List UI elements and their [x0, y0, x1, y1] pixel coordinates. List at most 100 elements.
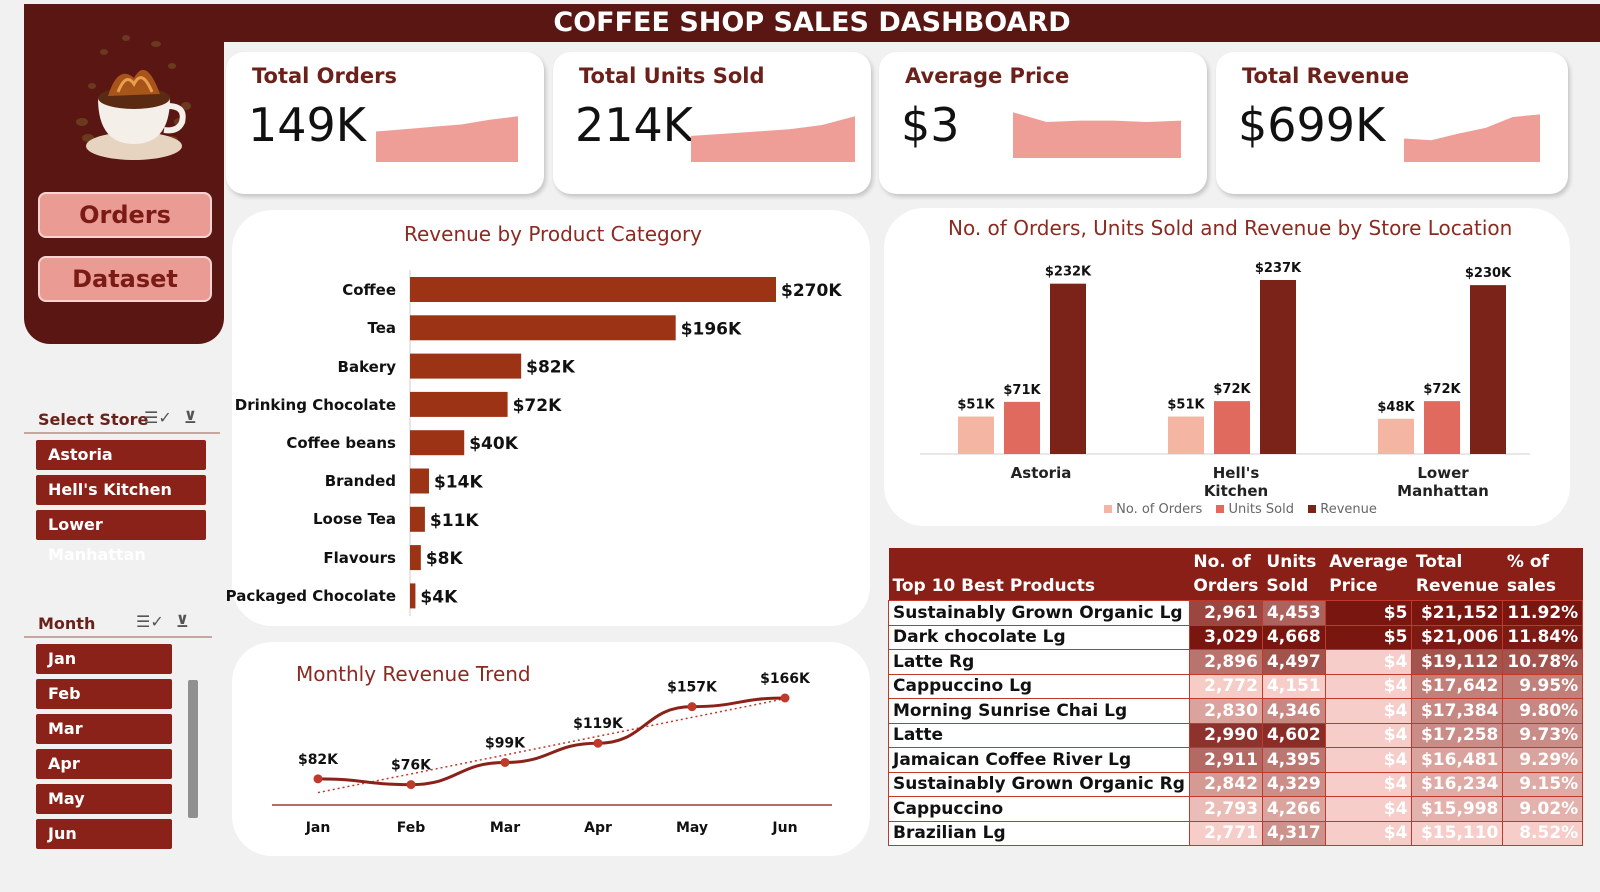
store-bar [1168, 416, 1204, 454]
value-cell: $21,152 [1411, 600, 1504, 626]
bar-value-label: $72K [513, 396, 562, 416]
store-bar-label: $72K [1213, 382, 1251, 397]
store-axis-label: Astoria [1010, 464, 1072, 482]
dataset-button[interactable]: Dataset [38, 256, 212, 302]
value-cell: 2,961 [1188, 600, 1263, 626]
value-cell: 2,990 [1188, 722, 1263, 748]
category-bar [410, 545, 421, 571]
category-label: Branded [324, 472, 396, 490]
value-cell: 2,911 [1188, 747, 1263, 773]
value-cell: 4,266 [1261, 796, 1326, 822]
legend-label: Revenue [1320, 502, 1377, 517]
table-row: Cappuccino 2,793 4,266 $4 $15,998 9.02% [888, 796, 1584, 822]
product-name-cell: Dark chocolate Lg [888, 624, 1190, 650]
column-header-text: Total [1415, 552, 1463, 572]
bar-value-label: $4K [420, 587, 458, 607]
store-bar [1424, 401, 1460, 454]
store-bar-label: $71K [1003, 383, 1041, 398]
product-name-cell: Cappuccino Lg [888, 673, 1190, 699]
category-label: Drinking Chocolate [234, 396, 396, 414]
value-cell: 9.15% [1502, 771, 1584, 797]
value-cell: 2,793 [1188, 796, 1263, 822]
store-slicer-label: Select Store [38, 410, 149, 429]
kpi-title: Total Orders [252, 64, 398, 88]
column-header-text: Orders [1193, 576, 1259, 596]
slicer-item-astoria[interactable]: Astoria [36, 440, 206, 470]
monthly-revenue-line-chart: $82K Jan $76K Feb $99K Mar $119K Apr $157K May $16… [272, 671, 832, 836]
bar-value-label: $82K [526, 358, 575, 378]
store-bar-label: $51K [957, 398, 995, 413]
value-cell: 10.78% [1502, 649, 1584, 675]
coffee-cup-logo [76, 35, 191, 160]
store-location-bar-chart: $51K $71K $232K $51K $72K $237K $48K $72K $230K [920, 261, 1530, 455]
month-slicer-scrollbar[interactable] [188, 680, 198, 818]
bar-value-label: $14K [434, 473, 483, 493]
slicer-item-jan[interactable]: Jan [36, 644, 172, 674]
column-header: Total Revenue [1411, 548, 1503, 601]
multi-select-icon[interactable]: ☰✓ [136, 612, 164, 631]
value-cell: 2,772 [1188, 673, 1263, 699]
sidebar: Orders Dataset [24, 4, 224, 344]
orders-button[interactable]: Orders [38, 192, 212, 238]
kpi-card-total-orders: Total Orders 149K [226, 52, 544, 194]
store-bar [1260, 280, 1296, 454]
value-cell: 4,329 [1261, 771, 1326, 797]
slicer-item-may[interactable]: May [36, 784, 172, 814]
category-bar [410, 468, 429, 494]
value-cell: 4,497 [1261, 649, 1326, 675]
column-header: % of sales [1502, 548, 1583, 601]
value-cell: $21,006 [1411, 624, 1504, 650]
kpi-value: $3 [901, 98, 960, 152]
value-cell: 9.95% [1502, 673, 1584, 699]
month-slicer-label: Month [38, 614, 96, 633]
table-row: Sustainably Grown Organic Rg 2,842 4,329 $4… [888, 771, 1584, 797]
column-header: Top 10 Best Products [888, 548, 1190, 601]
table-row: Latte Rg 2,896 4,497 $4 $19,112 10.78% [888, 649, 1584, 675]
value-cell: $15,110 [1411, 820, 1504, 846]
store-bar [1214, 401, 1250, 454]
slicer-item-hells-kitchen[interactable]: Hell's Kitchen [36, 475, 206, 505]
product-name-cell: Brazilian Lg [888, 820, 1190, 846]
kpi-value: 214K [575, 98, 693, 152]
slicer-item-jun[interactable]: Jun [36, 819, 172, 849]
slicer-item-feb[interactable]: Feb [36, 679, 172, 709]
revenue-point [313, 774, 323, 784]
value-cell: $15,998 [1411, 796, 1504, 822]
column-header: Units Sold [1262, 548, 1326, 601]
kpi-value: $699K [1238, 98, 1386, 152]
product-name-cell: Cappuccino [888, 796, 1190, 822]
column-header: No. of Orders [1189, 548, 1263, 601]
value-cell: $19,112 [1411, 649, 1504, 675]
bar-value-label: $8K [426, 549, 464, 569]
top-10-products-table: Top 10 Best Products No. of Orders Units Sol… [888, 548, 1584, 846]
product-name-cell: Sustainably Grown Organic Lg [888, 600, 1190, 626]
slicer-item-mar[interactable]: Mar [36, 714, 172, 744]
multi-select-icon[interactable]: ☰✓ [144, 408, 172, 427]
column-header-text: No. of [1193, 552, 1251, 572]
value-cell: 11.92% [1502, 600, 1584, 626]
value-cell: 4,395 [1261, 747, 1326, 773]
category-bar [410, 506, 425, 532]
slicer-item-lower-manhattan[interactable]: Lower Manhattan [36, 510, 206, 564]
legend-swatch [1308, 505, 1317, 513]
clear-filter-icon[interactable]: ⊻ [176, 612, 189, 631]
table-row: Sustainably Grown Organic Lg 2,961 4,453 $5… [888, 600, 1584, 626]
product-name-cell: Latte Rg [888, 649, 1190, 675]
clear-filter-icon[interactable]: ⊻ [184, 408, 197, 427]
legend-label: No. of Orders [1116, 502, 1203, 517]
category-label: Coffee [342, 281, 396, 299]
slicer-item-apr[interactable]: Apr [36, 749, 172, 779]
store-slicer-header: Select Store ☰✓ ⊻ [24, 402, 220, 434]
revenue-point [780, 693, 790, 703]
value-cell: $4 [1324, 698, 1413, 724]
kpi-sparkline [376, 116, 518, 162]
value-cell: 4,602 [1261, 722, 1326, 748]
store-location-panel: No. of Orders, Units Sold and Revenue by… [884, 208, 1570, 526]
table-header-row: Top 10 Best Products No. of Orders Units Sol… [888, 548, 1583, 601]
point-value-label: $99K [485, 735, 526, 751]
value-cell: 2,771 [1188, 820, 1263, 846]
kpi-card-total-units-sold: Total Units Sold 214K [553, 52, 871, 194]
value-cell: 9.29% [1502, 747, 1584, 773]
value-cell: $17,258 [1411, 722, 1504, 748]
store-bar-label: $237K [1255, 261, 1302, 276]
